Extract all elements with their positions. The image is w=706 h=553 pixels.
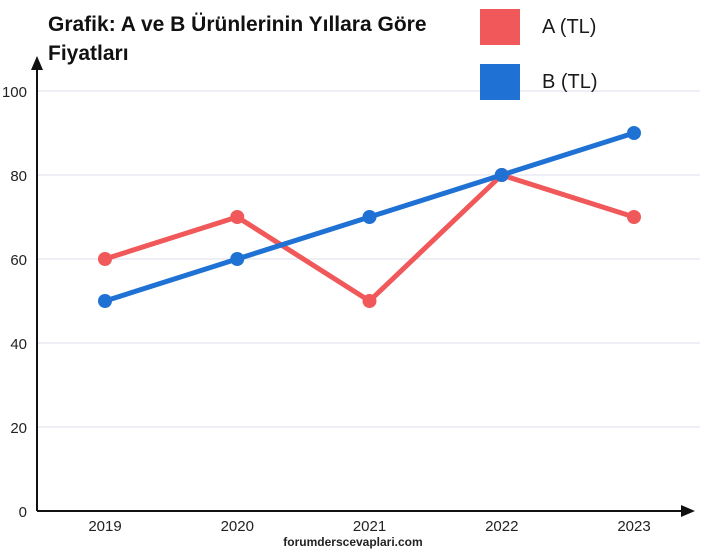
- data-point-a-2021: [362, 294, 377, 308]
- data-point-a-2019: [98, 252, 112, 266]
- x-tick-label-2022: 2022: [485, 518, 518, 535]
- legend-swatch-b: [480, 64, 520, 100]
- y-tick-label-20: 20: [10, 420, 27, 437]
- series-line-a: [102, 172, 637, 304]
- x-tick-label-2021: 2021: [353, 518, 386, 535]
- x-axis-arrow: [681, 505, 695, 517]
- x-tick-label-2023: 2023: [617, 518, 650, 535]
- chart-title: Grafik: A ve B Ürünlerinin Yıllara Göre …: [48, 13, 427, 65]
- legend-label-a: A (TL): [542, 15, 597, 38]
- watermark-text: forumderscevaplari.com: [283, 535, 423, 549]
- data-point-a-2020: [230, 210, 245, 224]
- legend-label-b: B (TL): [542, 70, 598, 93]
- legend-item-a: A (TL): [480, 7, 596, 47]
- data-point-b-2022: [494, 168, 509, 182]
- x-tick-label-2020: 2020: [221, 518, 254, 535]
- y-tick-label-60: 60: [10, 252, 27, 269]
- data-point-a-2023: [627, 210, 641, 224]
- legend-swatch-a: [480, 9, 520, 45]
- y-axis-arrow: [31, 56, 43, 70]
- data-point-b-2023: [627, 126, 641, 140]
- legend-item-b: B (TL): [480, 62, 598, 102]
- data-point-b-2020: [230, 252, 245, 266]
- y-tick-label-80: 80: [10, 168, 27, 185]
- data-point-b-2019: [98, 294, 112, 308]
- data-point-b-2021: [362, 210, 377, 224]
- y-tick-label-0: 0: [19, 504, 27, 521]
- x-tick-label-2019: 2019: [88, 518, 121, 535]
- y-tick-label-100: 100: [2, 84, 27, 101]
- y-tick-label-40: 40: [10, 336, 27, 353]
